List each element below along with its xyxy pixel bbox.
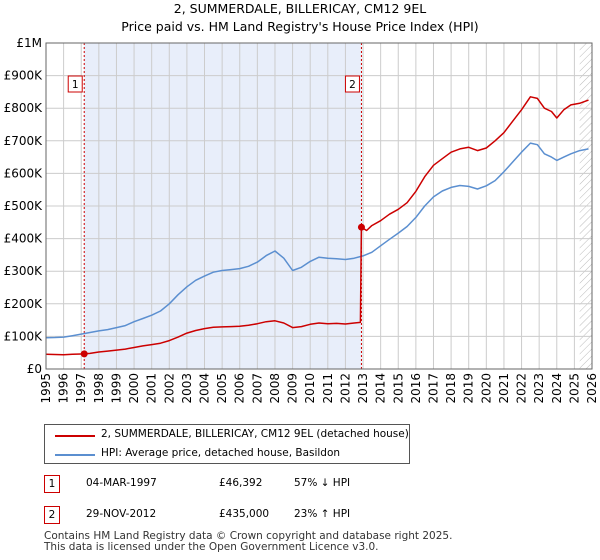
y-tick-label: £1M [16,36,42,50]
sale-marker-label: 2 [349,79,356,91]
x-tick-label: 2004 [198,373,212,404]
plot-border [45,42,593,370]
legend-hpi-swatch [55,454,95,456]
x-tick-label: 2012 [338,373,352,404]
sale-marker-box [344,75,360,93]
x-tick-label: 1995 [39,373,53,404]
x-tick-label: 2015 [391,373,405,404]
x-tick-label: 2020 [479,373,493,404]
footer-copyright: Contains HM Land Registry data © Crown c… [44,530,453,542]
y-tick-label: £400K [4,232,44,246]
legend-property-label: 2, SUMMERDALE, BILLERICAY, CM12 9EL (det… [101,428,409,440]
legend-property-swatch [55,435,95,437]
x-tick-label: 2022 [515,373,529,404]
sale-point [80,350,88,358]
sale-marker-box [67,75,83,93]
transaction-hpi-diff: 23% ↑ HPI [294,508,351,520]
x-tick-label: 2003 [180,373,194,404]
x-tick-label: 2009 [286,373,300,404]
y-tick-label: £800K [4,101,44,115]
y-tick-label: £200K [4,297,44,311]
chart-subtitle: Price paid vs. HM Land Registry's House … [121,19,478,34]
chart-title: 2, SUMMERDALE, BILLERICAY, CM12 9EL [174,1,426,16]
sale-marker-label: 1 [72,79,79,91]
y-tick-label: £0 [27,362,42,376]
y-tick-label: £900K [4,69,44,83]
x-tick-label: 2025 [567,373,581,404]
transaction-number: 1 [44,475,60,493]
x-tick-label: 1996 [57,373,71,404]
transaction-hpi-diff: 57% ↓ HPI [294,477,351,489]
transaction-date: 04-MAR-1997 [86,477,157,489]
x-tick-label: 2005 [215,373,229,404]
x-tick-label: 2024 [550,373,564,404]
sale-point [357,223,365,231]
transaction-date: 29-NOV-2012 [86,508,157,520]
x-tick-label: 2013 [356,373,370,404]
property-price-line [45,96,589,356]
x-tick-label: 2016 [409,373,423,404]
transaction-price: £46,392 [219,477,263,489]
x-tick-label: 1997 [74,373,88,404]
x-tick-label: 2026 [585,373,599,404]
x-tick-label: 2011 [321,373,335,404]
footer-licence: This data is licensed under the Open Gov… [44,541,379,553]
x-tick-label: 2010 [303,373,317,404]
x-tick-label: 2014 [374,373,388,404]
x-tick-label: 1999 [109,373,123,404]
hpi-line [45,142,589,339]
legend: 2, SUMMERDALE, BILLERICAY, CM12 9EL (det… [44,424,410,464]
y-tick-label: £100K [4,329,44,343]
x-tick-label: 1998 [92,373,106,404]
y-tick-label: £700K [4,134,44,148]
x-tick-label: 2000 [127,373,141,404]
y-tick-label: £500K [4,199,44,213]
x-tick-label: 2018 [444,373,458,404]
x-tick-label: 2006 [233,373,247,404]
x-tick-label: 2019 [462,373,476,404]
chart: 2, SUMMERDALE, BILLERICAY, CM12 9EL Pric… [4,1,599,404]
transaction-price: £435,000 [219,508,270,520]
x-tick-label: 2017 [426,373,440,404]
transaction-number: 2 [44,506,60,524]
x-tick-label: 2021 [497,373,511,404]
x-tick-label: 2008 [268,373,282,404]
x-tick-label: 2007 [250,373,264,404]
y-tick-label: £300K [4,264,44,278]
legend-hpi-label: HPI: Average price, detached house, Basi… [101,447,341,459]
footer: Contains HM Land Registry data © Crown c… [44,531,452,553]
x-tick-label: 2001 [145,373,159,404]
x-tick-label: 2023 [532,373,546,404]
y-tick-label: £600K [4,166,44,180]
x-tick-label: 2002 [162,373,176,404]
